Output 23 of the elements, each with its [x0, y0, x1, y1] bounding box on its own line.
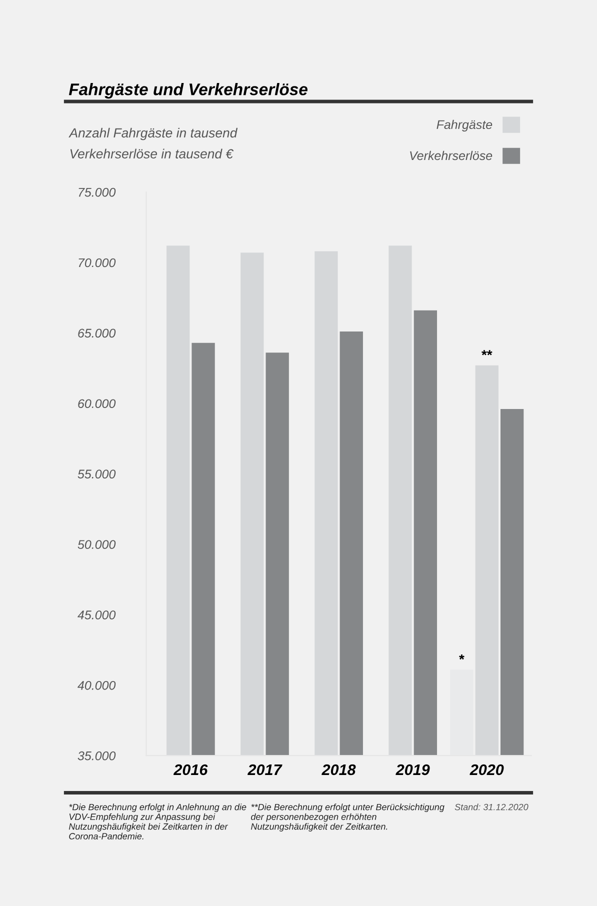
x-tick-label: 2018	[322, 764, 356, 776]
y-tick-label: 40.000	[78, 680, 116, 690]
x-tick-label: 2016	[173, 764, 208, 776]
x-tick-label: 2017	[248, 764, 282, 776]
y-tick-label: 55.000	[78, 470, 116, 478]
chart-title: Fahrgäste und Verkehrserlöse	[68, 83, 308, 99]
legend-label: Fahrgäste	[436, 120, 492, 132]
text: *Die Berechnung erfolgt in Anlehnung an die VDV-Empfehlung zur Anpassung bei Nutzungshäufigkeit bei Zeitkarten in der Corona-Pandemie.	[68, 804, 246, 840]
y-tick-label: 60.000	[78, 399, 116, 408]
x-tick-label: 2019	[396, 764, 430, 776]
data-label: *	[459, 654, 464, 660]
y-tick-label: 35.000	[78, 751, 116, 760]
text: Stand: 31.12.2020	[454, 804, 528, 810]
text: **Die Berechnung erfolgt unter Berücksichtigung der personenbezogen erhöhten Nutzungshäufigkeit der Zeitkarten.	[251, 804, 444, 832]
x-tick-label: 2020	[470, 764, 504, 776]
y-tick-label: 75.000	[78, 188, 116, 197]
data-label: **	[482, 350, 492, 356]
y-tick-label: 70.000	[78, 258, 116, 268]
y-tick-label: 65.000	[78, 328, 116, 338]
legend-label: Verkehrserlöse	[410, 150, 492, 160]
y-tick-label: 45.000	[78, 610, 116, 620]
y-tick-label: 50.000	[78, 540, 116, 549]
y-axis-title: Anzahl Fahrgäste in tausend Verkehrserlöse in tausend €	[68, 128, 238, 158]
